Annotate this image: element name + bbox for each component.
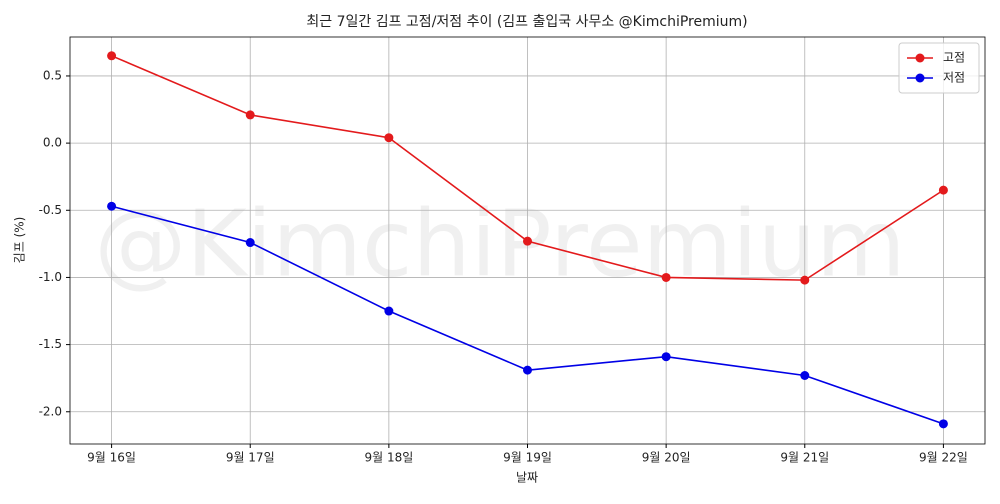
point	[384, 133, 394, 143]
plot-frame	[69, 36, 986, 445]
point	[245, 238, 255, 248]
legend-label: 고점	[943, 51, 965, 65]
legend-box	[898, 42, 980, 94]
x-tick-label: 9월 18일	[364, 451, 413, 465]
y-tick-label: -1.0	[39, 270, 62, 284]
point	[107, 201, 117, 211]
x-tick-label: 9월 21일	[780, 451, 829, 465]
y-tick-label: 0.5	[43, 68, 62, 82]
point	[245, 110, 255, 120]
point	[938, 419, 948, 429]
legend-marker	[915, 73, 925, 83]
x-axis-label: 날짜	[516, 471, 538, 485]
y-axis-label: 김프 (%)	[13, 217, 27, 264]
x-tick-label: 9월 19일	[503, 451, 552, 465]
point	[938, 185, 948, 195]
watermark: @KimchiPremium	[94, 190, 905, 297]
y-tick-label: -1.5	[39, 337, 62, 351]
y-tick-label: -2.0	[39, 404, 62, 418]
point	[107, 51, 117, 61]
legend-marker	[915, 53, 925, 63]
y-tick-label: -0.5	[39, 203, 62, 217]
point	[800, 275, 810, 285]
point	[523, 236, 532, 246]
point	[800, 370, 810, 380]
point	[384, 306, 394, 316]
point	[661, 272, 671, 282]
x-tick-label: 9월 20일	[642, 451, 691, 465]
chart-title: 최근 7일간 김프 고점/저점 추이 (김프 출입국 사무소 @KimchiPr…	[306, 14, 747, 30]
x-tick-label: 9월 22일	[919, 451, 968, 465]
point	[661, 352, 671, 362]
x-tick-label: 9월 17일	[226, 451, 275, 465]
y-tick-label: 0.0	[43, 136, 62, 150]
x-tick-label: 9월 16일	[87, 451, 136, 465]
legend-label: 저점	[943, 71, 965, 85]
point	[523, 365, 532, 375]
